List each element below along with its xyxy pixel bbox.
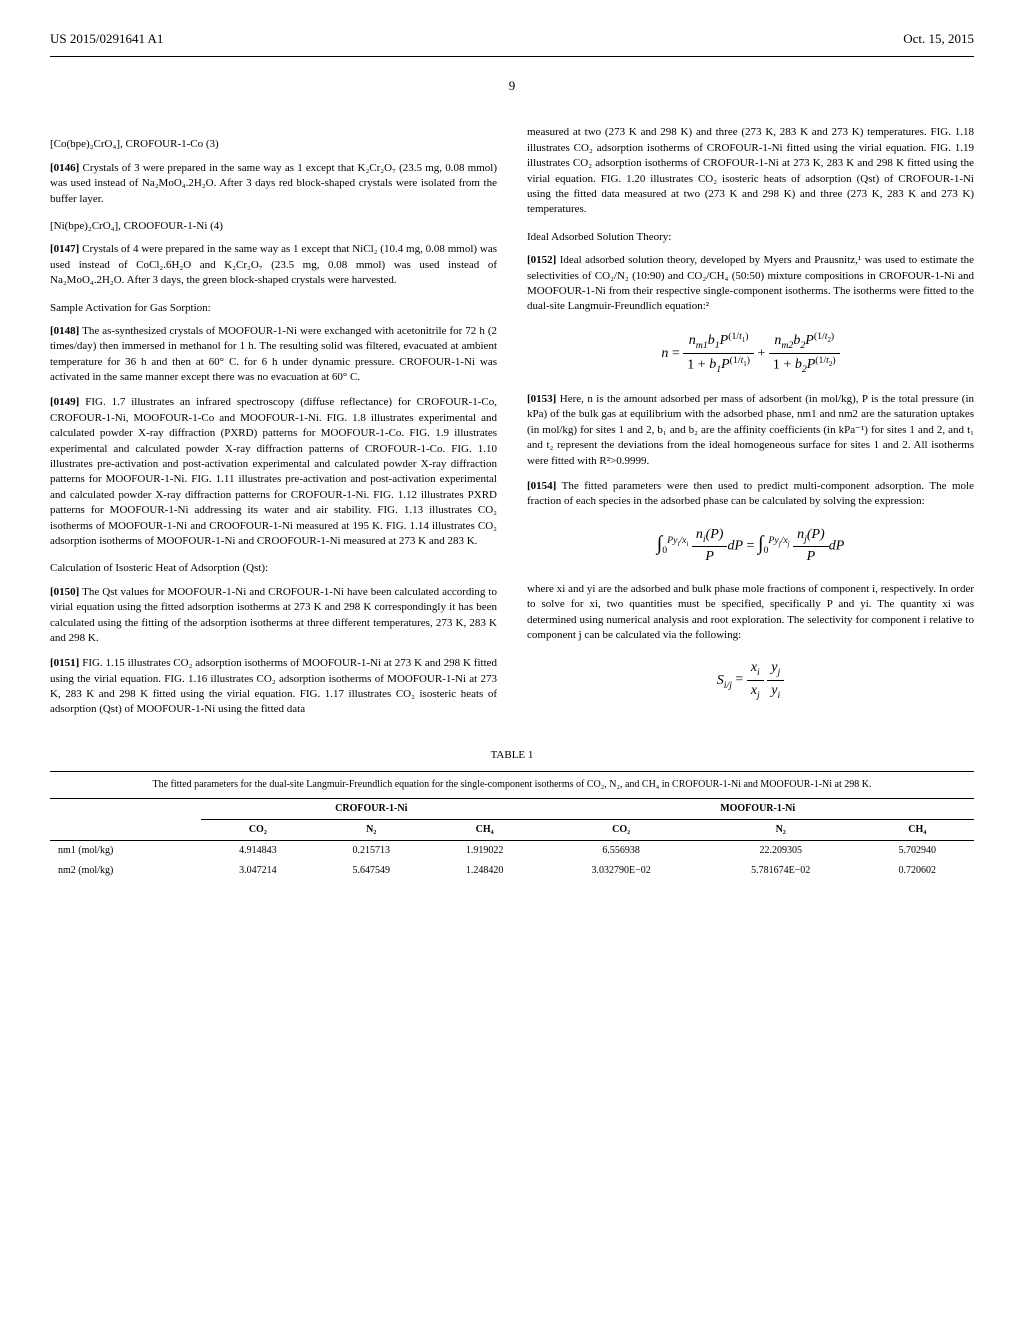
para-number: [0152]: [527, 254, 556, 266]
sample-activation-header: Sample Activation for Gas Sorption:: [50, 301, 497, 316]
content-columns: [Co(bpe)₂CrO₄], CROFOUR-1-Co (3) [0146] …: [50, 125, 974, 728]
column-header: CH₄: [860, 820, 974, 841]
para-text: The fitted parameters were then used to …: [527, 480, 974, 507]
para-text: Ideal adsorbed solution theory, develope…: [527, 254, 974, 312]
para-text: FIG. 1.15 illustrates CO₂ adsorption iso…: [50, 657, 497, 715]
cell: 6.556938: [541, 841, 701, 862]
cell: 0.720602: [860, 861, 974, 881]
paragraph: [0146] Crystals of 3 were prepared in th…: [50, 161, 497, 207]
cell: 4.914843: [201, 841, 314, 862]
para-text: Crystals of 3 were prepared in the same …: [50, 162, 497, 205]
table-title: TABLE 1: [50, 748, 974, 763]
cell: 1.248420: [428, 861, 541, 881]
para-number: [0146]: [50, 162, 79, 174]
compound3-header: [Co(bpe)₂CrO₄], CROFOUR-1-Co (3): [50, 137, 497, 152]
publication-number: US 2015/0291641 A1: [50, 30, 163, 48]
cell: 1.919022: [428, 841, 541, 862]
para-number: [0154]: [527, 480, 556, 492]
group-header: MOOFOUR-1-Ni: [541, 799, 974, 820]
para-number: [0153]: [527, 393, 556, 405]
para-number: [0147]: [50, 243, 79, 255]
cell: 5.702940: [860, 841, 974, 862]
column-header: N₂: [701, 820, 861, 841]
paragraph: [0149] FIG. 1.7 illustrates an infrared …: [50, 395, 497, 549]
cell: 3.032790E−02: [541, 861, 701, 881]
para-text: The as-synthesized crystals of MOOFOUR-1…: [50, 325, 497, 383]
paragraph: [0150] The Qst values for MOOFOUR-1-Ni a…: [50, 585, 497, 647]
para-text: Crystals of 4 were prepared in the same …: [50, 243, 497, 286]
header-divider: [50, 56, 974, 57]
para-number: [0150]: [50, 586, 79, 598]
paragraph: [0151] FIG. 1.15 illustrates CO₂ adsorpt…: [50, 656, 497, 718]
cell: 5.781674E−02: [701, 861, 861, 881]
table-container: TABLE 1 The fitted parameters for the du…: [50, 748, 974, 881]
paragraph-where: where xi and yi are the adsorbed and bul…: [527, 582, 974, 644]
column-header: CH₄: [428, 820, 541, 841]
selectivity-equation: Si/j = xi xj yj yi: [527, 658, 974, 702]
paragraph: [0153] Here, n is the amount adsorbed pe…: [527, 392, 974, 469]
cell: 0.215713: [315, 841, 428, 862]
para-text: The Qst values for MOOFOUR-1-Ni and CROF…: [50, 586, 497, 644]
paragraph: [0154] The fitted parameters were then u…: [527, 479, 974, 510]
column-header: N₂: [315, 820, 428, 841]
para-number: [0148]: [50, 325, 79, 337]
paragraph: [0152] Ideal adsorbed solution theory, d…: [527, 253, 974, 315]
row-label: nm1 (mol/kg): [50, 841, 201, 862]
page-header: US 2015/0291641 A1 Oct. 15, 2015: [50, 30, 974, 48]
column-header: CO₂: [541, 820, 701, 841]
langmuir-freundlich-equation: n = nm1b1P(1/t1) 1 + b1P(1/t1) + nm2b2P(…: [527, 330, 974, 377]
page-number: 9: [50, 77, 974, 95]
cell: 3.047214: [201, 861, 314, 881]
right-column: measured at two (273 K and 298 K) and th…: [527, 125, 974, 728]
row-label: nm2 (mol/kg): [50, 861, 201, 881]
para-text: FIG. 1.7 illustrates an infrared spectro…: [50, 396, 497, 547]
para-text: Here, n is the amount adsorbed per mass …: [527, 393, 974, 467]
para-number: [0151]: [50, 657, 79, 669]
paragraph: [0147] Crystals of 4 were prepared in th…: [50, 242, 497, 288]
cell: 22.209305: [701, 841, 861, 862]
table-row: nm1 (mol/kg) 4.914843 0.215713 1.919022 …: [50, 841, 974, 862]
ideal-header: Ideal Adsorbed Solution Theory:: [527, 230, 974, 245]
para-number: [0149]: [50, 396, 79, 408]
column-header: CO₂: [201, 820, 314, 841]
parameters-table: The fitted parameters for the dual-site …: [50, 771, 974, 881]
integral-equation: ∫0Pyi/xi ni(P) P dP = ∫0Pyj/xj nj(P) P d…: [527, 525, 974, 567]
publication-date: Oct. 15, 2015: [903, 30, 974, 48]
compound4-header: [Ni(bpe)₂CrO₄], CROOFOUR-1-Ni (4): [50, 219, 497, 234]
paragraph: [0148] The as-synthesized crystals of MO…: [50, 324, 497, 386]
left-column: [Co(bpe)₂CrO₄], CROFOUR-1-Co (3) [0146] …: [50, 125, 497, 728]
table-row: nm2 (mol/kg) 3.047214 5.647549 1.248420 …: [50, 861, 974, 881]
group-header: CROFOUR-1-Ni: [201, 799, 541, 820]
cell: 5.647549: [315, 861, 428, 881]
calc-header: Calculation of Isosteric Heat of Adsorpt…: [50, 561, 497, 576]
paragraph-continuation: measured at two (273 K and 298 K) and th…: [527, 125, 974, 217]
table-caption: The fitted parameters for the dual-site …: [50, 772, 974, 799]
